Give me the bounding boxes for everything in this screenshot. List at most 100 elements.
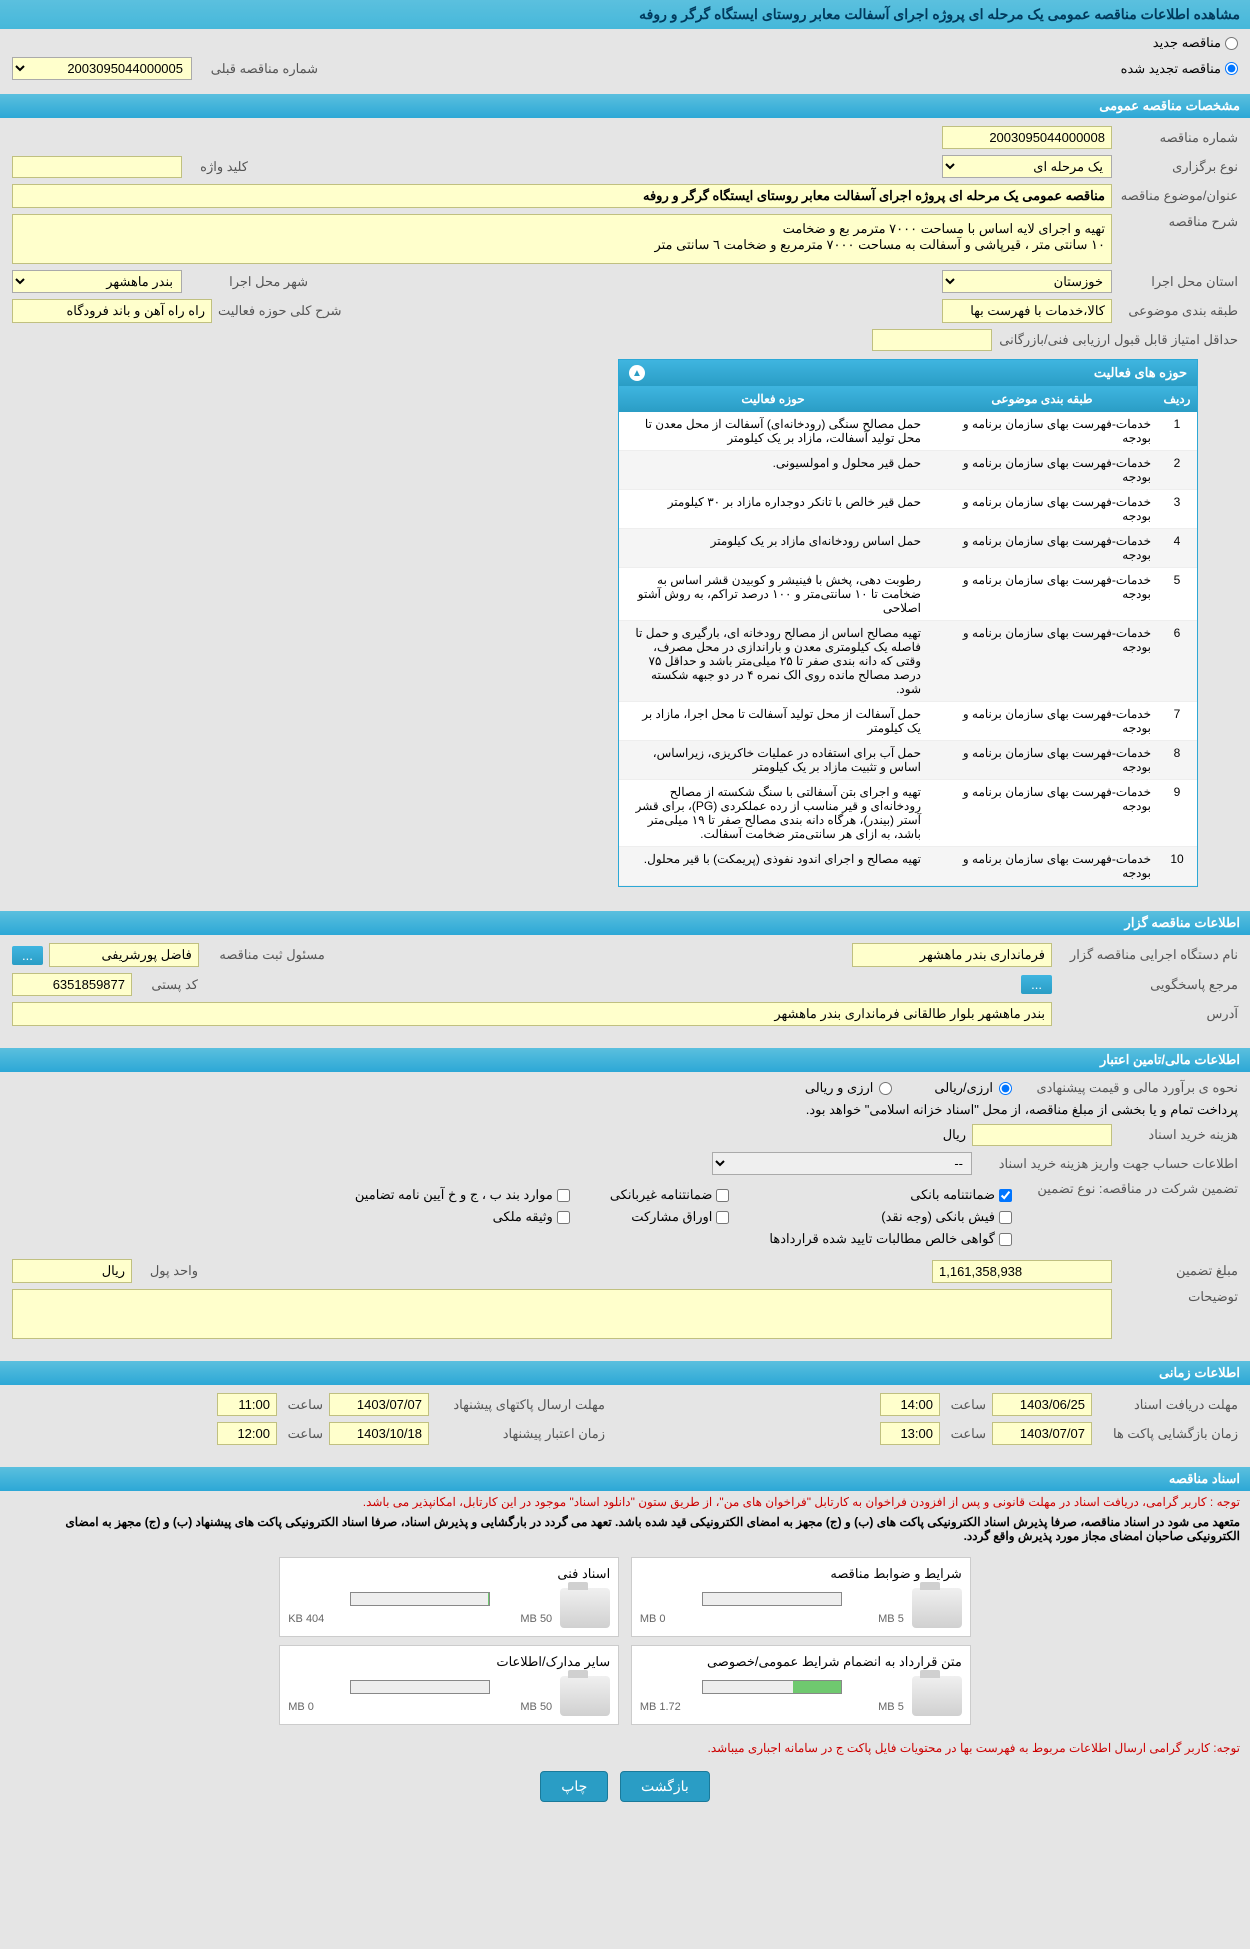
radio-fx[interactable] [879, 1082, 892, 1095]
cb-g4[interactable] [999, 1211, 1012, 1224]
table-row: 8خدمات-فهرست بهای سازمان برنامه و بودجهح… [619, 741, 1197, 780]
collapse-icon[interactable]: ▲ [629, 365, 645, 381]
open-time: 13:00 [880, 1422, 940, 1445]
section-financial: اطلاعات مالی/تامین اعتبار [0, 1048, 1250, 1072]
f1-used: 0 MB [640, 1613, 666, 1625]
org-label: نام دستگاه اجرایی مناقصه گزار [1058, 947, 1238, 963]
min-score [872, 329, 992, 351]
city-select[interactable]: بندر ماهشهر [12, 270, 182, 293]
progress-bar-4 [350, 1680, 490, 1694]
send-label: مهلت ارسال پاکتهای پیشنهاد [435, 1397, 605, 1413]
cb-g1[interactable] [999, 1189, 1012, 1202]
title-label: عنوان/موضوع مناقصه [1118, 188, 1238, 204]
g3-label: موارد بند ب ، ج و خ آیین نامه تضامین [355, 1187, 553, 1203]
file-panel-3: متن قرارداد به انضمام شرایط عمومی/خصوصی … [631, 1645, 971, 1725]
cb-g3[interactable] [557, 1189, 570, 1202]
col-area: حوزه فعالیت [619, 386, 927, 412]
notice-1: توجه : کاربر گرامی، دریافت اسناد در مهلت… [0, 1491, 1250, 1513]
f3-total: 5 MB [878, 1701, 904, 1713]
doc-cost-label: هزینه خرید اسناد [1118, 1127, 1238, 1143]
tender-title: مناقصه عمومی یک مرحله ای پروژه اجرای آسف… [12, 184, 1112, 208]
account-select[interactable]: -- [712, 1152, 972, 1175]
open-label: زمان بازگشایی پاکت ها [1098, 1426, 1238, 1442]
address: بندر ماهشهر بلوار طالقانی فرمانداری بندر… [12, 1002, 1052, 1026]
cb-g5[interactable] [716, 1211, 729, 1224]
notes-label: توضیحات [1118, 1289, 1238, 1305]
file-title-3: متن قرارداد به انضمام شرایط عمومی/خصوصی [640, 1654, 962, 1670]
activities-panel: حوزه های فعالیت ▲ ردیف طبقه بندی موضوعی … [618, 359, 1198, 887]
send-time: 11:00 [217, 1393, 277, 1416]
org-name: فرمانداری بندر ماهشهر [852, 943, 1052, 967]
g4-label: فیش بانکی (وجه نقد) [881, 1209, 995, 1225]
doc-cost-unit: ریال [943, 1127, 966, 1143]
responder-more-button[interactable]: ... [1021, 975, 1052, 994]
radio-renewed-label: مناقصه تجدید شده [1121, 61, 1221, 77]
tender-type-group: مناقصه جدید [0, 29, 1250, 57]
g5-label: اوراق مشارکت [631, 1209, 712, 1225]
folder-icon[interactable] [912, 1588, 962, 1628]
receive-label: مهلت دریافت اسناد [1098, 1397, 1238, 1413]
table-row: 6خدمات-فهرست بهای سازمان برنامه و بودجهت… [619, 621, 1197, 702]
payment-note: پرداخت تمام و یا بخشی از مبلغ مناقصه، از… [806, 1102, 1238, 1118]
tender-no-label: شماره مناقصه [1118, 130, 1238, 146]
table-row: 1خدمات-فهرست بهای سازمان برنامه و بودجهح… [619, 412, 1197, 451]
file-panel-4: سایر مدارک/اطلاعات 50 MB0 MB [279, 1645, 619, 1725]
f2-total: 50 MB [520, 1613, 552, 1625]
subject-field: کالا،خدمات با فهرست بها [942, 299, 1112, 323]
radio-new-tender[interactable] [1225, 37, 1238, 50]
valid-time: 12:00 [217, 1422, 277, 1445]
guarantee-label: تضمین شرکت در مناقصه: نوع تضمین [1018, 1181, 1238, 1197]
radio-rial[interactable] [999, 1082, 1012, 1095]
valid-label: زمان اعتبار پیشنهاد [435, 1426, 605, 1442]
folder-icon[interactable] [560, 1676, 610, 1716]
g6-label: وثیقه ملکی [493, 1209, 553, 1225]
tender-desc: تهیه و اجرای لایه اساس با مساحت ۷۰۰۰ متر… [12, 214, 1112, 264]
table-row: 10خدمات-فهرست بهای سازمان برنامه و بودجه… [619, 847, 1197, 886]
progress-bar-2 [350, 1592, 490, 1606]
account-label: اطلاعات حساب جهت واریز هزینه خرید اسناد [978, 1156, 1238, 1172]
holding-type-select[interactable]: یک مرحله ای [942, 155, 1112, 178]
responsible-name: فاضل پورشریفی [49, 943, 199, 967]
min-score-label: حداقل امتیاز قابل قبول ارزیابی فنی/بازرگ… [998, 332, 1238, 348]
province-select[interactable]: خوزستان [942, 270, 1112, 293]
folder-icon[interactable] [560, 1588, 610, 1628]
print-button[interactable]: چاپ [540, 1771, 608, 1802]
cb-g2[interactable] [716, 1189, 729, 1202]
responsible-more-button[interactable]: ... [12, 946, 43, 965]
f4-used: 0 MB [288, 1701, 314, 1713]
table-row: 5خدمات-فهرست بهای سازمان برنامه و بودجهر… [619, 568, 1197, 621]
opt-rial: ارزی/ریالی [934, 1080, 993, 1096]
section-documents: اسناد مناقصه [0, 1467, 1250, 1491]
progress-bar-3 [702, 1680, 842, 1694]
f3-used: 1.72 MB [640, 1701, 681, 1713]
province-label: استان محل اجرا [1118, 274, 1238, 290]
progress-bar-1 [702, 1592, 842, 1606]
col-index: ردیف [1157, 386, 1197, 412]
section-organizer: اطلاعات مناقصه گزار [0, 911, 1250, 935]
folder-icon[interactable] [912, 1676, 962, 1716]
amount-label: مبلغ تضمین [1118, 1263, 1238, 1279]
time-label-1: ساعت [946, 1397, 986, 1413]
cb-g7[interactable] [999, 1233, 1012, 1246]
section-timing: اطلاعات زمانی [0, 1361, 1250, 1385]
table-row: 4خدمات-فهرست بهای سازمان برنامه و بودجهح… [619, 529, 1197, 568]
radio-renewed-tender[interactable] [1225, 62, 1238, 75]
valid-date: 1403/10/18 [329, 1422, 429, 1445]
activity-scope: راه راه آهن و باند فرودگاه [12, 299, 212, 323]
notice-3: توجه: کاربر گرامی ارسال اطلاعات مربوط به… [0, 1737, 1250, 1759]
city-label: شهر محل اجرا [188, 274, 308, 290]
table-row: 2خدمات-فهرست بهای سازمان برنامه و بودجهح… [619, 451, 1197, 490]
f4-total: 50 MB [520, 1701, 552, 1713]
g7-label: گواهی خالص مطالبات تایید شده قراردادها [769, 1231, 995, 1247]
tender-no: 2003095044000008 [942, 126, 1112, 149]
doc-cost [972, 1124, 1112, 1146]
table-row: 3خدمات-فهرست بهای سازمان برنامه و بودجهح… [619, 490, 1197, 529]
prev-tender-label: شماره مناقصه قبلی [198, 61, 318, 77]
page-title: مشاهده اطلاعات مناقصه عمومی یک مرحله ای … [0, 0, 1250, 29]
prev-tender-select[interactable]: 2003095044000005 [12, 57, 192, 80]
cb-g6[interactable] [557, 1211, 570, 1224]
back-button[interactable]: بازگشت [620, 1771, 710, 1802]
unit-label: واحد پول [138, 1263, 198, 1279]
activities-table: ردیف طبقه بندی موضوعی حوزه فعالیت 1خدمات… [619, 386, 1197, 886]
table-row: 7خدمات-فهرست بهای سازمان برنامه و بودجهح… [619, 702, 1197, 741]
